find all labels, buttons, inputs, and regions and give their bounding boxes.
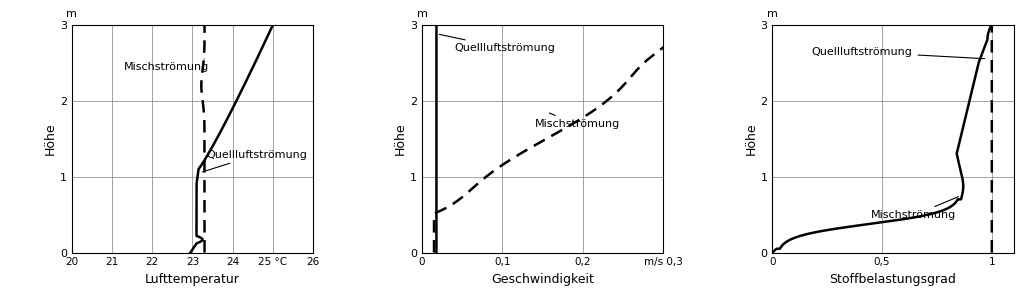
Y-axis label: Höhe: Höhe	[744, 122, 758, 155]
Text: Mischströmung: Mischströmung	[124, 59, 209, 72]
Y-axis label: Höhe: Höhe	[44, 122, 57, 155]
Text: Quellluftströmung: Quellluftströmung	[439, 34, 555, 53]
Text: Quellluftströmung: Quellluftströmung	[812, 47, 985, 59]
Text: m: m	[67, 9, 77, 18]
Y-axis label: Höhe: Höhe	[394, 122, 408, 155]
Text: Mischströmung: Mischströmung	[871, 197, 958, 220]
X-axis label: Stoffbelastungsgrad: Stoffbelastungsgrad	[829, 273, 956, 286]
Text: m: m	[417, 9, 427, 18]
X-axis label: Geschwindigkeit: Geschwindigkeit	[492, 273, 594, 286]
Text: Mischströmung: Mischströmung	[535, 113, 620, 129]
Text: Quellluftströmung: Quellluftströmung	[203, 150, 307, 172]
Text: m: m	[767, 9, 777, 18]
X-axis label: Lufttemperatur: Lufttemperatur	[145, 273, 240, 286]
